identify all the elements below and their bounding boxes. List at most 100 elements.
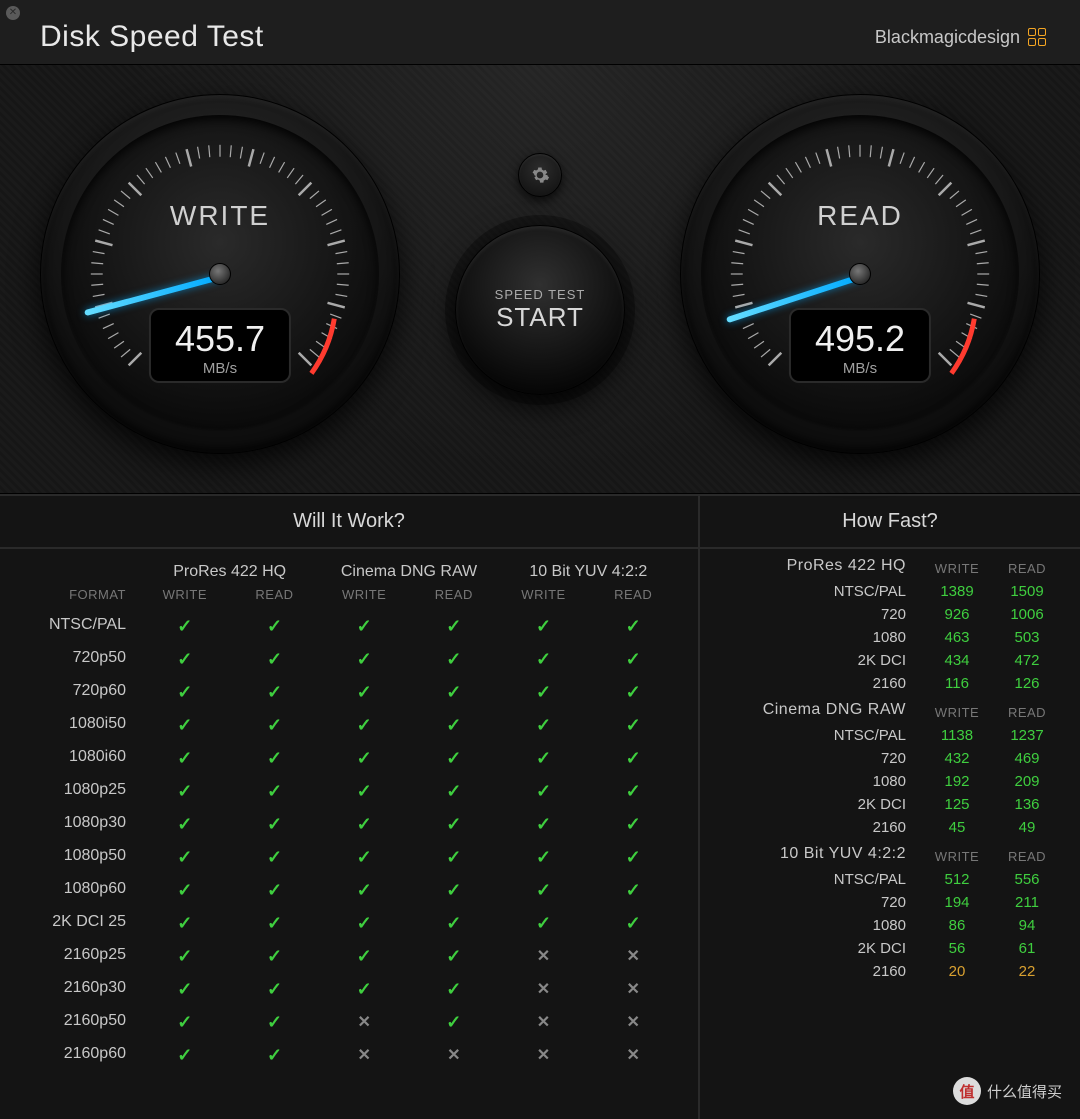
format-label: 2160p25	[10, 940, 140, 973]
close-button[interactable]: ✕	[6, 6, 20, 20]
fast-row-label: 1080	[700, 773, 922, 790]
result-cell: ✓	[140, 610, 230, 643]
result-cell: ✓	[499, 742, 589, 775]
check-icon: ✓	[267, 715, 282, 735]
fast-row-label: 720	[700, 894, 922, 911]
check-icon: ✓	[177, 946, 192, 966]
watermark-text: 什么值得买	[987, 1081, 1062, 1102]
check-icon: ✓	[177, 847, 192, 867]
fast-head-read: READ	[992, 845, 1062, 868]
check-icon: ✓	[446, 649, 461, 669]
fast-write-value: 512	[922, 871, 992, 888]
result-cell: ✕	[319, 1006, 409, 1039]
result-cell: ✓	[140, 940, 230, 973]
check-icon: ✓	[446, 1012, 461, 1032]
result-cell: ✓	[230, 742, 320, 775]
check-icon: ✓	[267, 649, 282, 669]
fast-write-value: 20	[922, 963, 992, 980]
fast-read-value: 94	[992, 917, 1062, 934]
check-icon: ✓	[357, 748, 372, 768]
fast-read-value: 22	[992, 963, 1062, 980]
how-fast-panel: How Fast? ProRes 422 HQ WRITE READ NTSC/…	[700, 496, 1080, 1119]
fast-read-value: 61	[992, 940, 1062, 957]
fast-head-read: READ	[992, 701, 1062, 724]
check-icon: ✓	[177, 1012, 192, 1032]
brand-logo-icon	[1028, 28, 1046, 46]
settings-button[interactable]	[518, 153, 562, 197]
check-icon: ✓	[446, 880, 461, 900]
result-cell: ✓	[409, 676, 499, 709]
check-icon: ✓	[446, 682, 461, 702]
col-write: WRITE	[319, 583, 409, 610]
fast-read-value: 209	[992, 773, 1062, 790]
col-write: WRITE	[140, 583, 230, 610]
check-icon: ✓	[267, 1045, 282, 1065]
fast-row: 720 432 469	[700, 747, 1062, 770]
check-icon: ✓	[446, 979, 461, 999]
result-cell: ✓	[319, 709, 409, 742]
fast-write-value: 1138	[922, 727, 992, 744]
cross-icon: ✕	[537, 948, 550, 965]
fast-write-value: 434	[922, 652, 992, 669]
col-read: READ	[588, 583, 678, 610]
fast-row-label: 2K DCI	[700, 940, 922, 957]
fast-section-title: ProRes 422 HQ	[700, 557, 922, 580]
format-label: 2160p30	[10, 973, 140, 1006]
result-cell: ✓	[499, 874, 589, 907]
result-cell: ✕	[588, 940, 678, 973]
fast-read-value: 469	[992, 750, 1062, 767]
result-cell: ✓	[588, 841, 678, 874]
check-icon: ✓	[536, 847, 551, 867]
result-cell: ✓	[140, 973, 230, 1006]
result-cell: ✕	[409, 1039, 499, 1072]
fast-write-value: 1389	[922, 583, 992, 600]
start-label-small: SPEED TEST	[495, 287, 586, 302]
fast-row-label: 1080	[700, 629, 922, 646]
fast-read-value: 503	[992, 629, 1062, 646]
watermark: 值 什么值得买	[953, 1077, 1062, 1105]
fast-row: 720 926 1006	[700, 603, 1062, 626]
how-fast-title: How Fast?	[700, 496, 1080, 549]
fast-row-label: 2K DCI	[700, 652, 922, 669]
check-icon: ✓	[536, 715, 551, 735]
fast-row-label: NTSC/PAL	[700, 871, 922, 888]
format-label: 1080p25	[10, 775, 140, 808]
check-icon: ✓	[357, 814, 372, 834]
fast-row: NTSC/PAL 512 556	[700, 868, 1062, 891]
cross-icon: ✕	[357, 1014, 370, 1031]
result-cell: ✓	[319, 643, 409, 676]
check-icon: ✓	[267, 1012, 282, 1032]
check-icon: ✓	[446, 847, 461, 867]
result-cell: ✓	[319, 676, 409, 709]
write-value: 455.7	[175, 318, 265, 360]
fast-row: 1080 86 94	[700, 914, 1062, 937]
format-label: 1080i60	[10, 742, 140, 775]
col-write: WRITE	[499, 583, 589, 610]
result-cell: ✕	[588, 1006, 678, 1039]
check-icon: ✓	[536, 880, 551, 900]
result-cell: ✓	[499, 841, 589, 874]
result-cell: ✓	[409, 610, 499, 643]
result-cell: ✓	[230, 775, 320, 808]
fast-write-value: 192	[922, 773, 992, 790]
result-cell: ✕	[499, 940, 589, 973]
fast-read-value: 1509	[992, 583, 1062, 600]
result-cell: ✓	[588, 907, 678, 940]
start-button[interactable]: SPEED TEST START	[455, 225, 625, 395]
result-cell: ✓	[588, 643, 678, 676]
check-icon: ✓	[357, 847, 372, 867]
cross-icon: ✕	[537, 981, 550, 998]
check-icon: ✓	[626, 880, 641, 900]
result-cell: ✓	[499, 907, 589, 940]
will-it-work-panel: Will It Work? ProRes 422 HQCinema DNG RA…	[0, 496, 700, 1119]
result-cell: ✓	[230, 643, 320, 676]
result-cell: ✓	[499, 610, 589, 643]
result-cell: ✓	[588, 676, 678, 709]
check-icon: ✓	[177, 880, 192, 900]
result-cell: ✓	[140, 1039, 230, 1072]
col-read: READ	[409, 583, 499, 610]
check-icon: ✓	[357, 715, 372, 735]
check-icon: ✓	[446, 781, 461, 801]
fast-write-value: 432	[922, 750, 992, 767]
check-icon: ✓	[177, 781, 192, 801]
